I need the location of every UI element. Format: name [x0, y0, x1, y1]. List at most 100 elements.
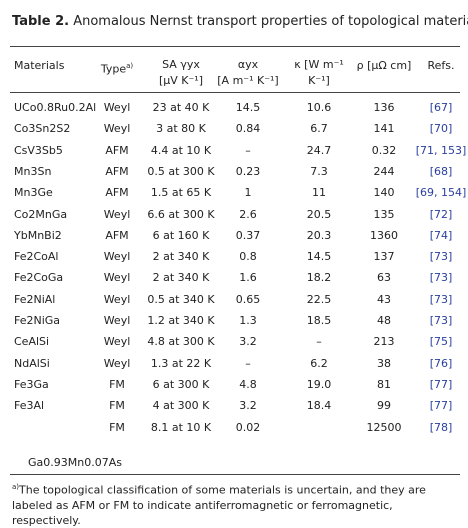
table-cell: 81 — [377, 377, 391, 391]
table-cell: 141 — [373, 122, 395, 136]
ref-cell: [72] — [429, 207, 453, 221]
header-line: [A m⁻¹ K⁻¹] — [217, 74, 279, 87]
table-cell: 0.02 — [235, 420, 261, 434]
ref-cell: [67] — [429, 101, 453, 114]
table-cell: 43 — [377, 292, 391, 306]
ref-cell: [75] — [429, 335, 453, 349]
table-cell: AFM — [105, 164, 129, 178]
header-cell: αyx [A m⁻¹ K⁻¹] — [198, 57, 298, 89]
table-cell: 4.8 — [239, 377, 257, 391]
header-rule — [10, 92, 460, 93]
table-cell: 8.1 at 10 K — [150, 420, 212, 434]
header-line: Refs. — [427, 59, 455, 72]
header-line: K⁻¹] — [308, 74, 330, 87]
table-cell: 2.6 — [239, 207, 257, 221]
table-cell: Co3Sn2S2 — [14, 122, 71, 136]
table-cell: 4.4 at 10 K — [150, 143, 212, 157]
header-line: Materials — [14, 59, 65, 72]
header-sup: a) — [126, 62, 134, 70]
header-line: κ [W m⁻¹ — [294, 58, 344, 71]
ref-cell: [68] — [429, 164, 453, 178]
table-cell: 6 at 300 K — [152, 377, 210, 391]
table-cell: 18.5 — [306, 314, 332, 327]
table-cell: Weyl — [103, 271, 131, 285]
table-cell: 2 at 340 K — [152, 271, 210, 285]
table-cell: 0.23 — [235, 164, 261, 178]
table-cell: 10.6 — [306, 101, 332, 114]
table-cell: FM — [109, 399, 125, 413]
ref-cell: [73] — [429, 314, 453, 327]
table-cell: 24.7 — [306, 143, 332, 157]
table-cell: FM — [109, 420, 125, 434]
table-cell: Weyl — [103, 207, 131, 221]
table-cell: Weyl — [103, 122, 131, 136]
trailing-text: Ga0.93Mn0.07As — [28, 456, 122, 469]
table-cell: 6.2 — [310, 356, 328, 370]
table-cell: 0.8 — [239, 250, 257, 264]
table-cell: Fe3Ga — [14, 377, 49, 391]
ref-cell: [77] — [429, 399, 453, 413]
table-title: Table 2. Anomalous Nernst transport prop… — [12, 14, 468, 30]
ref-cell: [78] — [429, 420, 453, 434]
table-cell: 140 — [373, 186, 395, 200]
table-cell: CeAlSi — [14, 335, 50, 349]
table-cell: Fe2CoGa — [14, 271, 64, 285]
footnote: a)The topological classification of some… — [12, 480, 460, 528]
table-cell: UCo0.8Ru0.2Al — [14, 101, 97, 114]
table-cell: – — [316, 335, 322, 349]
table-cell: Fe3Al — [14, 399, 45, 413]
table-cell: Weyl — [103, 292, 131, 306]
ref-cell: [74] — [429, 228, 453, 242]
header-line: αyx — [237, 58, 259, 71]
ref-cell: [73] — [429, 292, 453, 306]
table-cell: CsV3Sb5 — [14, 143, 63, 157]
header-cell: SA γyx [μV K⁻¹] — [131, 57, 231, 89]
table-cell: Fe2NiGa — [14, 314, 61, 327]
table-cell: 14.5 — [306, 250, 332, 264]
table-cell: 18.2 — [306, 271, 332, 285]
ref-cell: [71, 153] — [415, 143, 467, 157]
table-cell: Mn3Sn — [14, 164, 52, 178]
table-cell: 38 — [377, 356, 391, 370]
table-cell: – — [245, 356, 251, 370]
table-cell: 23 at 40 K — [152, 101, 210, 114]
table-cell: 0.5 at 340 K — [147, 292, 215, 306]
table-cell: AFM — [105, 228, 129, 242]
table-cell: 244 — [373, 164, 395, 178]
table-cell: 3.2 — [239, 335, 257, 349]
ref-cell: [76] — [429, 356, 453, 370]
table-cell: 6 at 160 K — [152, 228, 210, 242]
table-cell: 1.6 — [239, 271, 257, 285]
table-cell: 0.84 — [235, 122, 261, 136]
table-cell: 4.8 at 300 K — [147, 335, 215, 349]
header-cell: Refs. — [391, 58, 468, 74]
table-cell: 1.3 at 22 K — [150, 356, 212, 370]
table-cell: 4 at 300 K — [152, 399, 210, 413]
table-cell: Fe2NiAl — [14, 292, 56, 306]
header-cell: ρ [μΩ cm] — [334, 58, 434, 74]
table-cell: 3 at 80 K — [156, 122, 206, 136]
table-cell: 1.3 — [239, 314, 257, 327]
table-cell: 135 — [373, 207, 395, 221]
header-cell: Typea) — [67, 58, 167, 78]
table-cell: 2 at 340 K — [152, 250, 210, 264]
table-cell: 11 — [312, 186, 326, 200]
table-cell: 12500 — [366, 420, 402, 434]
table-cell: Weyl — [103, 101, 131, 114]
bottom-rule — [10, 474, 460, 475]
table-cell: – — [245, 143, 251, 157]
table-cell: 0.5 at 300 K — [147, 164, 215, 178]
table-cell: 136 — [373, 101, 395, 114]
table-cell: 14.5 — [235, 101, 261, 114]
table-cell: 1.5 at 65 K — [150, 186, 212, 200]
header-cell: κ [W m⁻¹ K⁻¹] — [269, 57, 369, 89]
table-cell: 6.6 at 300 K — [147, 207, 215, 221]
table-cell: 1360 — [370, 228, 398, 242]
table-cell: AFM — [105, 186, 129, 200]
table-cell: FM — [109, 377, 125, 391]
table-cell: 0.37 — [235, 228, 261, 242]
header-line: [μV K⁻¹] — [158, 74, 204, 87]
table-cell: 19.0 — [306, 377, 332, 391]
table-cell: 20.3 — [306, 228, 332, 242]
